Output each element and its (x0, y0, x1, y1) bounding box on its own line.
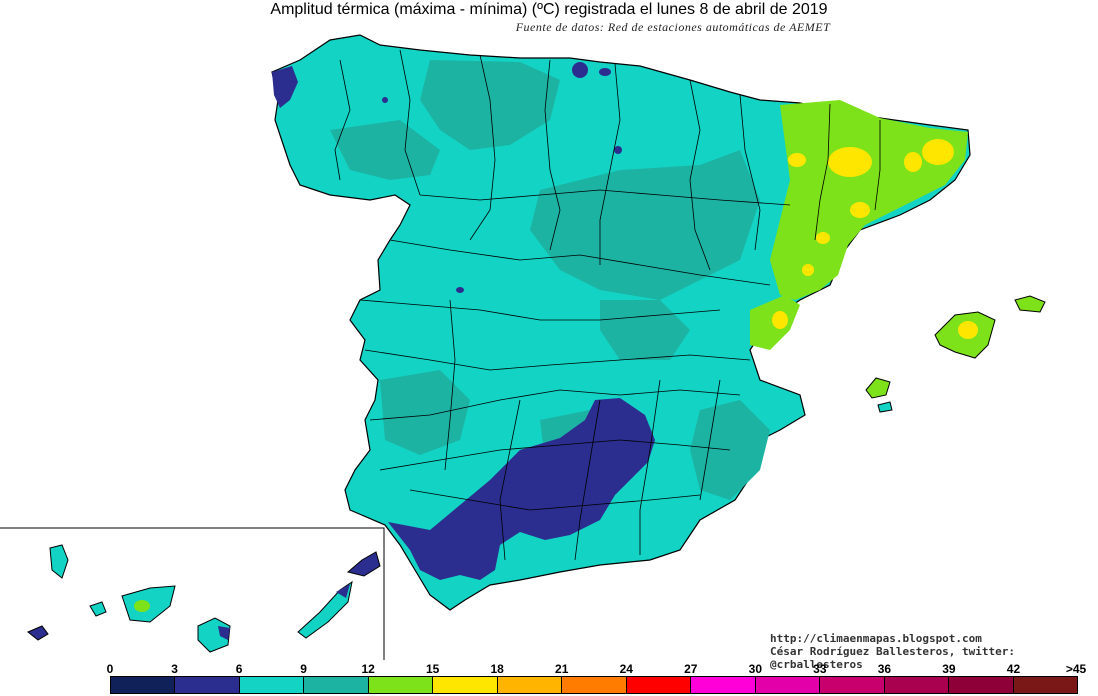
legend-tick-label: >45 (1065, 662, 1087, 676)
la-gomera (89, 601, 107, 617)
temperature-amplitude-map (0, 34, 1046, 660)
map-subtitle: Fuente de datos: Red de estaciones autom… (515, 20, 831, 34)
legend-swatch (949, 677, 1014, 693)
zone-12-15-northeast (770, 100, 968, 300)
legend-swatch (820, 677, 885, 693)
legend-swatch (562, 677, 627, 693)
zone-15-18 (772, 139, 954, 329)
legend-tick-label: 42 (1006, 662, 1021, 676)
zone-3-6-spots (382, 62, 622, 293)
legend-swatch (368, 677, 434, 693)
formentera (877, 401, 893, 413)
legend-tick-label: 18 (490, 662, 504, 676)
menorca (1014, 295, 1046, 313)
ibiza (865, 377, 891, 399)
legend-tick-label: 24 (619, 662, 633, 676)
legend-swatch (111, 677, 176, 693)
legend-tick-label: 6 (235, 662, 243, 676)
legend-swatch (433, 677, 498, 693)
canary-islands (27, 544, 381, 653)
legend-tick-label: 30 (748, 662, 763, 676)
legend-swatch (626, 677, 692, 693)
zone-3-6-galicia (272, 66, 298, 108)
legend-swatches (110, 676, 1078, 694)
canary-inset-frame (0, 527, 385, 660)
fuerteventura (297, 580, 353, 639)
zone-3-6-andalusia (388, 398, 655, 580)
map-title: Amplitud térmica (máxima - mínima) (ºC) … (270, 1, 828, 18)
legend-tick-label: 15 (425, 662, 440, 676)
gran-canaria (197, 617, 231, 653)
legend-swatch (1013, 677, 1078, 693)
legend-tick-label: 27 (684, 662, 698, 676)
legend-tick-label: 21 (555, 662, 569, 676)
legend-tick-label: 33 (813, 662, 827, 676)
color-legend: 0 3 6 9 12 15 18 21 24 27 30 33 36 39 42 >45 (106, 662, 1086, 696)
author-credit: César Rodríguez Ballesteros, twitter: @c… (770, 645, 1016, 671)
legend-swatch (239, 677, 305, 693)
legend-tick-label: 3 (171, 662, 178, 676)
legend-tick-label: 36 (877, 662, 892, 676)
legend-tick-label: 39 (942, 662, 956, 676)
legend-tick-label: 9 (300, 662, 307, 676)
blog-credit: http://climaenmapas.blogspot.com (770, 632, 982, 645)
mallorca-yellow (958, 321, 978, 339)
legend-tick-label: 0 (106, 662, 114, 676)
region-borders (334, 49, 881, 561)
lanzarote (346, 551, 381, 577)
la-palma (49, 544, 69, 579)
legend-swatch (755, 677, 821, 693)
legend-swatch (884, 677, 950, 693)
legend-swatch (175, 677, 240, 693)
el-hierro (27, 625, 49, 641)
legend-swatch (304, 677, 369, 693)
legend-swatch (497, 677, 563, 693)
legend-swatch (691, 677, 756, 693)
legend-tick-label: 12 (361, 662, 375, 676)
